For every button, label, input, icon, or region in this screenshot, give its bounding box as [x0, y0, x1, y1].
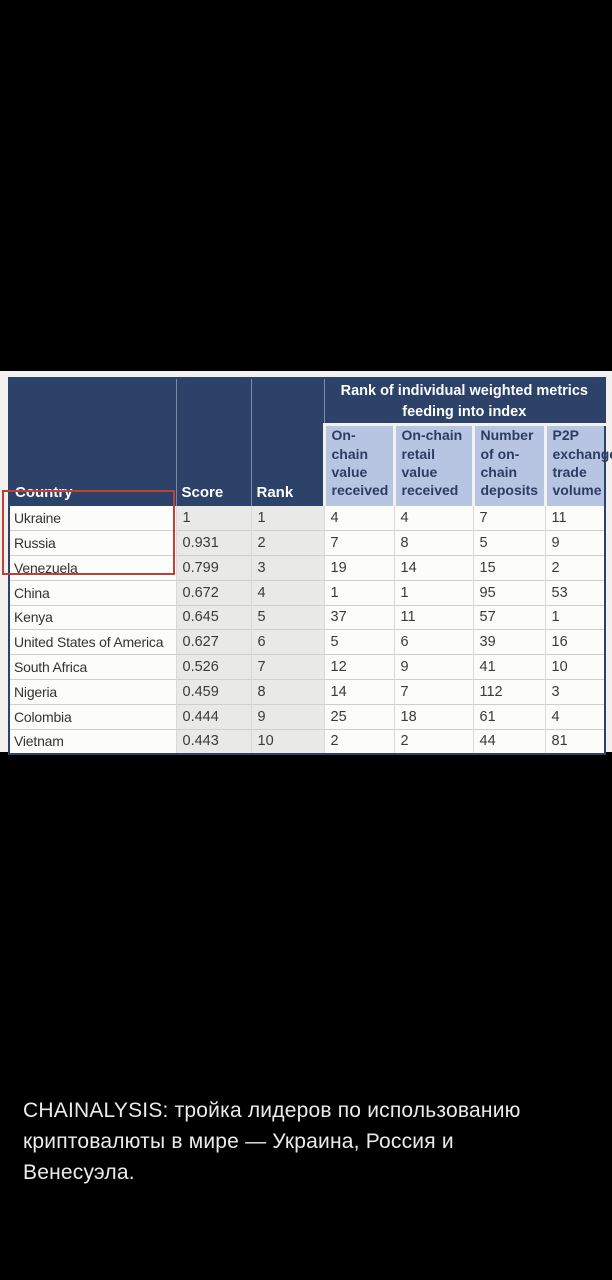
- score-cell: 0.672: [175, 579, 251, 606]
- country-cell: Colombia: [9, 703, 176, 730]
- rank-cell: 1: [250, 505, 324, 531]
- rank-cell: 2: [250, 530, 324, 556]
- country-cell: Kenya: [9, 604, 176, 630]
- android-nav-bar: [0, 1204, 612, 1280]
- country-cell: Russia: [9, 530, 176, 556]
- metric-cell: 5: [472, 530, 545, 556]
- crypto-adoption-table: Country Score Rank Rank of individual we…: [8, 377, 612, 755]
- score-cell: 0.526: [175, 654, 251, 680]
- caption-line: криптовалюты в мире — Украина, Россия и: [23, 1130, 454, 1153]
- score-cell: 0.645: [175, 604, 251, 630]
- metric-cell: 9: [393, 654, 473, 680]
- table-row: Nigeria 0.459 8 14 7 112 3: [9, 678, 606, 705]
- score-cell: 1: [175, 505, 251, 531]
- column-header-rank: Rank: [251, 378, 325, 506]
- country-cell: Vietnam: [9, 728, 176, 754]
- metric-cell: 1: [544, 604, 606, 630]
- metric-cell: 57: [472, 604, 545, 630]
- metric-cell: 2: [323, 728, 394, 754]
- table-row: South Africa 0.526 7 12 9 41 10: [9, 654, 606, 680]
- rank-cell: 3: [250, 555, 324, 581]
- metric-cell: 41: [472, 654, 545, 680]
- metric-cell: 1: [323, 579, 394, 606]
- country-cell: South Africa: [9, 654, 176, 680]
- table-row: Vietnam 0.443 10 2 2 44 81: [9, 728, 606, 754]
- metric-cell: 2: [544, 555, 606, 581]
- score-cell: 0.627: [175, 629, 251, 655]
- table-row: China 0.672 4 1 1 95 53: [9, 579, 606, 606]
- metric-cell: 12: [323, 654, 394, 680]
- table-row: Ukraine 1 1 4 4 7 11: [9, 505, 606, 531]
- rank-cell: 9: [250, 703, 324, 730]
- country-cell: China: [9, 579, 176, 606]
- group-header-line: feeding into index: [402, 404, 527, 421]
- metric-cell: 44: [472, 728, 545, 754]
- metric-cell: 15: [472, 555, 545, 581]
- metric-cell: 16: [544, 629, 606, 655]
- score-cell: 0.799: [175, 555, 251, 581]
- table-row: Russia 0.931 2 7 8 5 9: [9, 530, 606, 556]
- score-cell: 0.459: [175, 678, 251, 705]
- group-header-line: Rank of individual weighted metrics: [340, 383, 588, 399]
- metric-cell: 19: [323, 555, 394, 581]
- caption-line: Венесуэла.: [23, 1161, 135, 1184]
- table-row: United States of America 0.627 6 5 6 39 …: [9, 629, 606, 655]
- metric-cell: 4: [544, 703, 606, 730]
- metric-cell: 25: [323, 703, 394, 730]
- caption-line: CHAINALYSIS: тройка лидеров по использов…: [23, 1099, 521, 1122]
- rank-cell: 6: [250, 629, 324, 655]
- metric-cell: 7: [472, 505, 545, 531]
- message-caption: CHAINALYSIS: тройка лидеров по использов…: [23, 1095, 593, 1188]
- column-header-onchain-deposits: Number of on-chain deposits: [471, 424, 545, 506]
- metric-cell: 10: [544, 654, 606, 680]
- metric-cell: 1: [393, 579, 473, 606]
- rank-cell: 10: [250, 728, 324, 754]
- table-row: Kenya 0.645 5 37 11 57 1: [9, 604, 606, 630]
- metric-cell: 5: [323, 629, 394, 655]
- table-image[interactable]: Country Score Rank Rank of individual we…: [0, 371, 612, 755]
- rank-cell: 7: [250, 654, 324, 680]
- metric-cell: 4: [393, 505, 473, 531]
- country-cell: United States of America: [9, 629, 176, 655]
- metric-cell: 2: [393, 728, 473, 754]
- metric-cell: 8: [393, 530, 473, 556]
- column-header-score: Score: [176, 378, 252, 506]
- rank-cell: 4: [250, 579, 324, 606]
- column-header-p2p-volume: P2P exchange trade volume: [543, 424, 612, 506]
- column-group-header: Rank of individual weighted metrics feed…: [324, 378, 606, 427]
- score-cell: 0.443: [175, 728, 251, 754]
- country-cell: Venezuela: [9, 555, 176, 581]
- metric-cell: 37: [323, 604, 394, 630]
- column-header-onchain-retail: On-chain retail value received: [392, 424, 473, 506]
- score-cell: 0.444: [175, 703, 251, 730]
- table-row: Venezuela 0.799 3 19 14 15 2: [9, 555, 606, 581]
- rank-cell: 8: [250, 678, 324, 705]
- highlight-box-top3: [2, 490, 175, 575]
- country-cell: Nigeria: [9, 678, 176, 705]
- column-header-country: Country: [9, 378, 177, 506]
- metric-cell: 95: [472, 579, 545, 606]
- metric-cell: 18: [393, 703, 473, 730]
- metric-cell: 14: [323, 678, 394, 705]
- country-cell: Ukraine: [9, 505, 176, 531]
- metric-cell: 11: [544, 505, 606, 531]
- metric-cell: 81: [544, 728, 606, 754]
- metric-cell: 112: [472, 678, 545, 705]
- metric-cell: 6: [393, 629, 473, 655]
- metric-cell: 7: [393, 678, 473, 705]
- score-cell: 0.931: [175, 530, 251, 556]
- metric-cell: 11: [393, 604, 473, 630]
- column-header-onchain-value: On-chain value received: [322, 424, 394, 506]
- table-row: Colombia 0.444 9 25 18 61 4: [9, 703, 606, 730]
- metric-cell: 61: [472, 703, 545, 730]
- metric-cell: 9: [544, 530, 606, 556]
- metric-cell: 4: [323, 505, 394, 531]
- metric-cell: 14: [393, 555, 473, 581]
- rank-cell: 5: [250, 604, 324, 630]
- metric-cell: 7: [323, 530, 394, 556]
- metric-cell: 39: [472, 629, 545, 655]
- metric-cell: 3: [544, 678, 606, 705]
- metric-cell: 53: [544, 579, 606, 606]
